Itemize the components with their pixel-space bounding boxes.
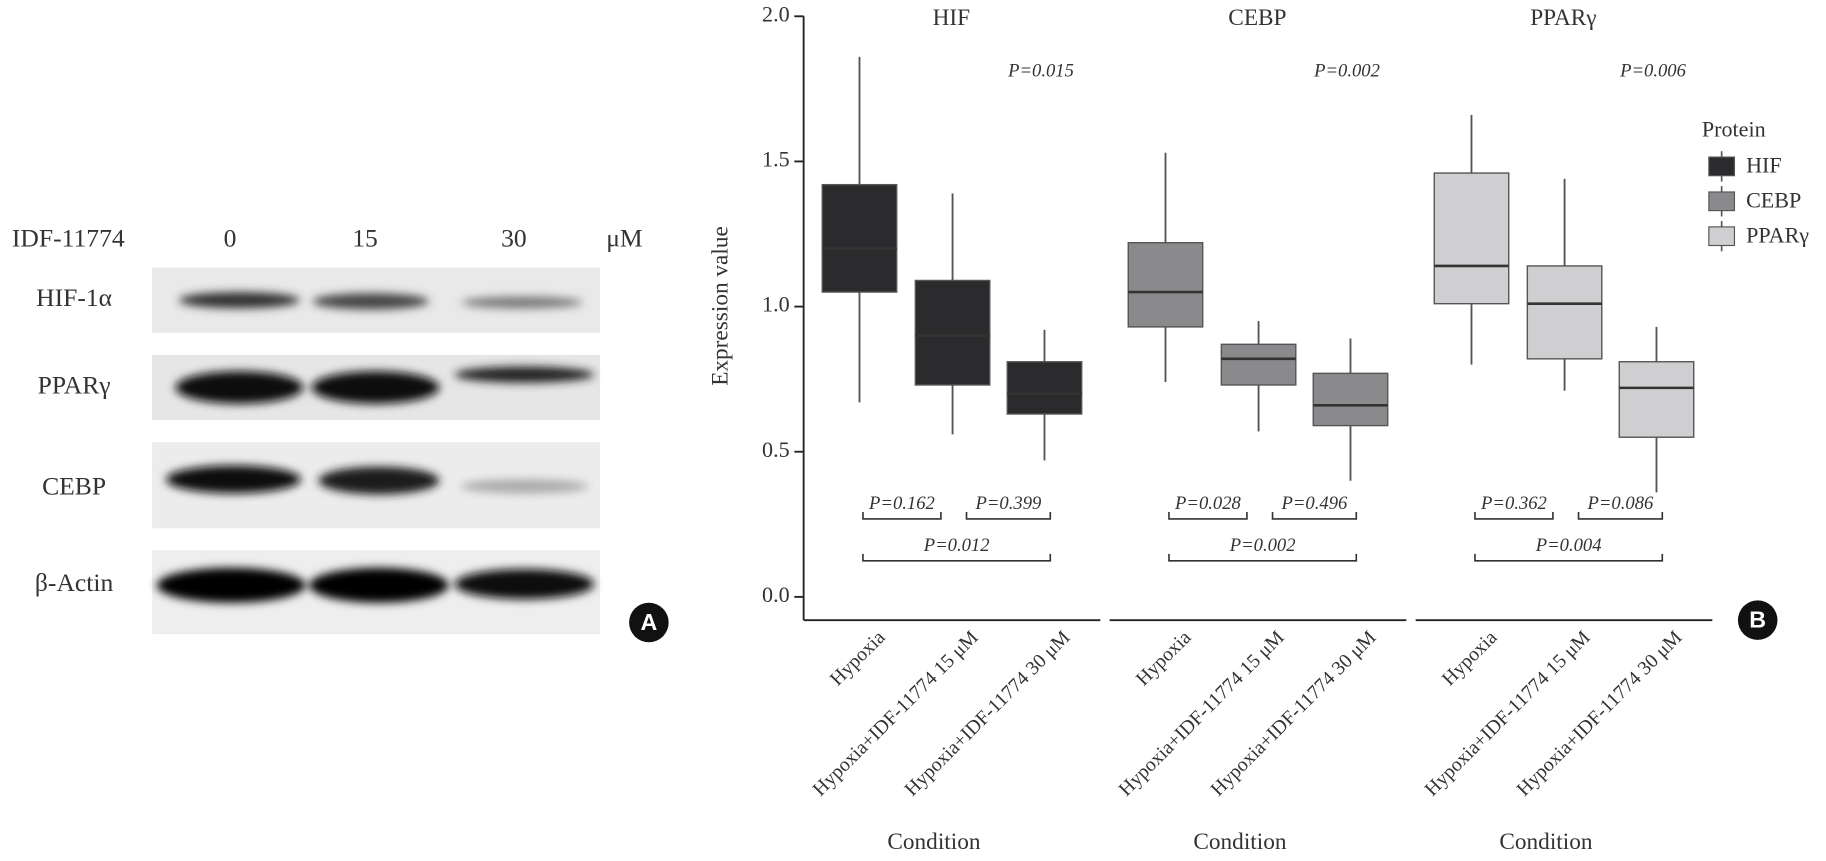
x-tick-label: Hypoxia	[1132, 626, 1196, 690]
x-tick-label: Hypoxia+IDF-11774 30 μM	[1512, 626, 1686, 800]
comparison-bracket	[862, 553, 1052, 562]
x-tick-label: Hypoxia+IDF-11774 30 μM	[1206, 626, 1380, 800]
dose-label: 15	[352, 224, 378, 253]
overall-p-value: P=0.006	[1619, 60, 1686, 81]
legend-key	[1708, 156, 1736, 177]
legend-title: Protein	[1702, 117, 1766, 142]
legend-key	[1708, 226, 1736, 247]
panel-badge	[1737, 600, 1778, 640]
band	[454, 568, 595, 600]
overall-p-value: P=0.002	[1313, 60, 1380, 81]
legend-label: HIF	[1746, 153, 1782, 178]
x-axis-label: Condition	[1193, 829, 1286, 855]
band	[156, 567, 306, 603]
comparison-bracket	[1168, 511, 1248, 520]
band	[166, 465, 301, 494]
box	[1526, 265, 1603, 360]
comparison-p-value: P=0.162	[868, 493, 935, 514]
protein-label: CEBP	[42, 472, 106, 501]
box	[1220, 343, 1297, 386]
x-tick-label: Hypoxia+IDF-11774 15 μM	[1421, 626, 1595, 800]
comparison-bracket	[1474, 511, 1554, 520]
comparison-p-value: P=0.086	[1587, 493, 1654, 514]
comparison-p-value: P=0.004	[1535, 535, 1602, 556]
comparison-p-value: P=0.012	[923, 535, 990, 556]
comparison-bracket	[965, 511, 1052, 520]
comparison-p-value: P=0.002	[1229, 535, 1296, 556]
legend-label: PPARγ	[1746, 222, 1809, 247]
band	[318, 466, 440, 495]
band	[312, 293, 429, 310]
comparison-bracket	[862, 511, 942, 520]
band	[454, 366, 595, 383]
band	[175, 371, 304, 404]
band	[309, 567, 449, 603]
y-tick-label: 0.0	[762, 582, 790, 607]
x-tick-label: Hypoxia	[1438, 626, 1502, 690]
x-tick-label: Hypoxia+IDF-11774 30 μM	[900, 626, 1074, 800]
band	[460, 479, 589, 494]
band	[178, 292, 300, 309]
box	[1312, 372, 1389, 427]
box	[821, 183, 898, 293]
treatment-label: IDF-11774	[12, 224, 125, 253]
comparison-bracket	[1577, 511, 1664, 520]
band	[461, 296, 583, 309]
box	[1433, 172, 1510, 305]
x-axis-label: Condition	[887, 829, 980, 855]
comparison-p-value: P=0.028	[1174, 493, 1241, 514]
protein-label: HIF-1α	[36, 283, 112, 312]
protein-label: PPARγ	[38, 370, 111, 399]
dose-label: 0	[224, 224, 237, 253]
comparison-bracket	[1168, 553, 1358, 562]
legend-key	[1708, 191, 1736, 212]
panel-label: A	[640, 609, 657, 635]
panel-title: HIF	[933, 5, 971, 31]
bands	[156, 292, 595, 603]
unit-label: μM	[606, 224, 642, 253]
panel-label: B	[1749, 606, 1766, 632]
comparison-p-value: P=0.496	[1281, 493, 1348, 514]
box	[1127, 242, 1204, 328]
x-tick-label: Hypoxia	[826, 626, 890, 690]
panel-badge	[629, 602, 669, 643]
box	[1618, 361, 1695, 438]
y-tick-label: 2.0	[762, 1, 790, 26]
y-axis-label: Expression value	[708, 226, 734, 386]
box	[914, 279, 991, 386]
comparison-p-value: P=0.399	[975, 493, 1042, 514]
y-tick-label: 0.5	[762, 437, 790, 462]
band	[311, 371, 440, 404]
panel-title: PPARγ	[1530, 5, 1596, 31]
y-tick-label: 1.0	[762, 292, 790, 317]
box	[1006, 361, 1083, 415]
x-axis-label: Condition	[1499, 829, 1592, 855]
dose-label: 30	[501, 224, 527, 253]
x-tick-label: Hypoxia+IDF-11774 15 μM	[1115, 626, 1289, 800]
comparison-bracket	[1271, 511, 1358, 520]
legend-label: CEBP	[1746, 188, 1801, 213]
x-tick-label: Hypoxia+IDF-11774 15 μM	[809, 626, 983, 800]
y-tick-label: 1.5	[762, 147, 790, 172]
western-blot	[152, 267, 601, 635]
comparison-p-value: P=0.362	[1480, 493, 1547, 514]
comparison-bracket	[1474, 553, 1664, 562]
panel-title: CEBP	[1228, 5, 1286, 31]
overall-p-value: P=0.015	[1007, 60, 1074, 81]
protein-label: β-Actin	[35, 568, 114, 597]
